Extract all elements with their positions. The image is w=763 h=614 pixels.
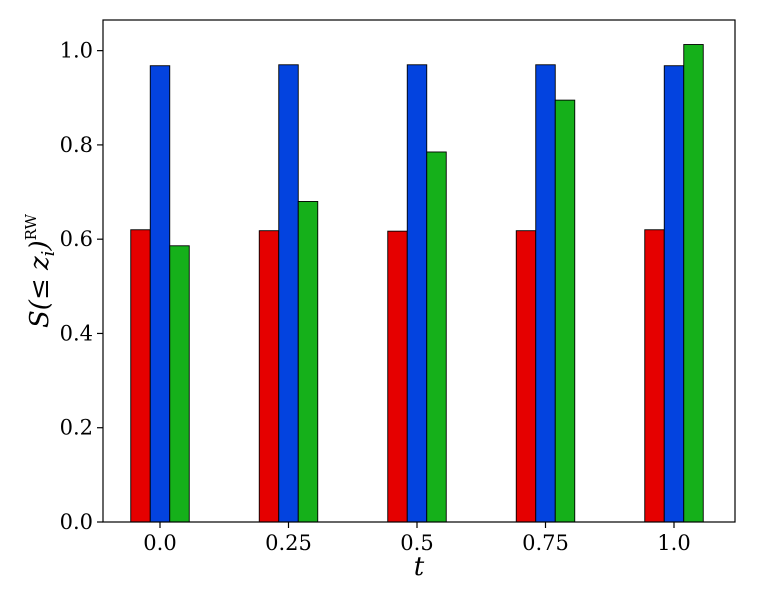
- x-axis-label: t: [414, 552, 425, 582]
- bar: [149, 65, 171, 523]
- bar: [406, 64, 428, 523]
- x-axis: 0.0 0.25 0.5 0.75 1.0: [143, 522, 691, 555]
- bar: [683, 44, 704, 523]
- x-tick-label: 0.5: [400, 531, 433, 555]
- y-tick-label: 0.6: [60, 227, 93, 251]
- bar: [130, 229, 151, 523]
- bar: [426, 151, 447, 523]
- y-tick-label: 0.2: [60, 416, 93, 440]
- plot-frame: [102, 19, 736, 523]
- bar: [387, 230, 408, 523]
- x-tick-label: 0.75: [522, 531, 569, 555]
- y-axis-label-main: S(≤ z: [25, 256, 55, 328]
- bar: [535, 64, 556, 523]
- bars-layer: [130, 44, 704, 523]
- x-tick-label: 1.0: [657, 531, 690, 555]
- bar: [663, 65, 685, 523]
- bar: [297, 201, 319, 523]
- x-tick-label: 0.0: [143, 531, 176, 555]
- y-tick-label: 0.8: [60, 133, 93, 157]
- y-tick-label: 0.4: [60, 321, 93, 345]
- x-tick-label: 0.25: [265, 531, 312, 555]
- y-axis-label: S(≤ zi)RW: [22, 213, 59, 328]
- bar: [258, 230, 280, 523]
- bar: [169, 245, 190, 523]
- y-axis-label-superscript: RW: [22, 213, 40, 240]
- bar: [644, 229, 665, 523]
- bar: [554, 99, 576, 523]
- y-axis: 0.0 0.2 0.4 0.6 0.8 1.0: [60, 39, 103, 534]
- bar: [278, 64, 299, 523]
- y-axis-label-close: ): [25, 240, 55, 251]
- y-tick-label: 1.0: [60, 39, 93, 63]
- bar: [515, 230, 537, 523]
- y-axis-label-subscript: i: [38, 251, 59, 257]
- y-tick-label: 0.0: [60, 510, 93, 534]
